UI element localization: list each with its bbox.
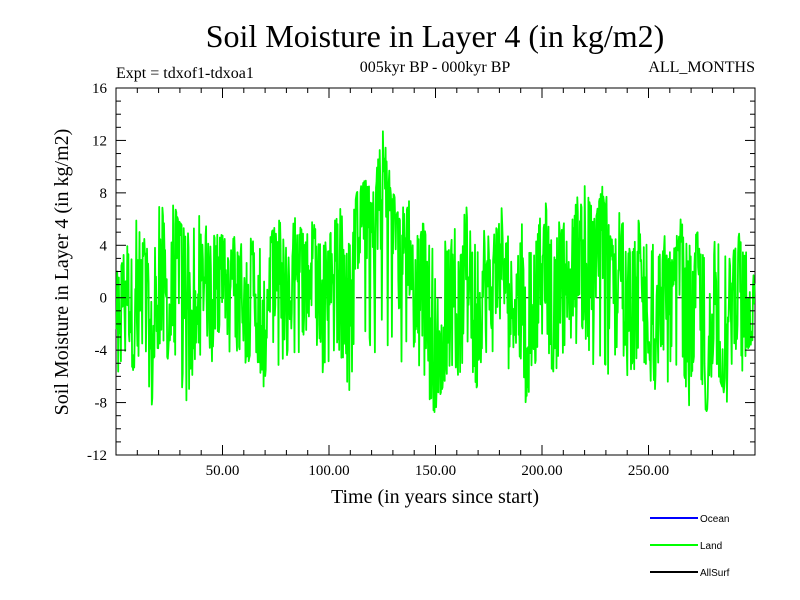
x-axis-label: Time (in years since start)	[331, 486, 539, 508]
x-tick-label: 100.00	[308, 463, 349, 479]
chart-subtitle-right: ALL_MONTHS	[648, 59, 755, 76]
plot-area: -12 -8 -4 0 4 8 12 16 50.00 100.00 150.00 200.00 25…	[87, 81, 756, 479]
x-tick-label: 150.00	[415, 463, 456, 479]
y-axis-label: Soil Moisture in Layer 4 (in kg/m2)	[51, 129, 73, 416]
y-tick-label: 4	[100, 238, 108, 254]
legend-label-land: Land	[700, 541, 722, 552]
y-tick-label: -12	[87, 448, 107, 464]
x-tick-label: 50.00	[206, 463, 240, 479]
y-tick-label: 12	[92, 133, 107, 149]
series-line-land	[115, 130, 756, 414]
x-axis: 50.00 100.00 150.00 200.00 250.00	[136, 88, 735, 479]
legend-label-allsurf: AllSurf	[700, 568, 730, 579]
series-layer	[115, 130, 756, 414]
x-tick-label: 200.00	[521, 463, 562, 479]
legend-label-ocean: Ocean	[700, 514, 729, 525]
chart-subtitle-left: Expt = tdxof1-tdxoa1	[116, 65, 254, 82]
y-tick-label: 16	[92, 81, 108, 97]
y-tick-label: 0	[100, 291, 108, 307]
legend: Ocean Land AllSurf	[650, 514, 730, 579]
y-tick-label: -8	[95, 396, 108, 412]
y-axis: -12 -8 -4 0 4 8 12 16	[87, 81, 755, 464]
x-tick-label: 250.00	[628, 463, 669, 479]
y-tick-label: -4	[95, 343, 108, 359]
y-tick-label: 8	[100, 186, 108, 202]
chart-subtitle-center: 005kyr BP - 000kyr BP	[360, 59, 511, 76]
chart-title: Soil Moisture in Layer 4 (in kg/m2)	[206, 18, 665, 54]
